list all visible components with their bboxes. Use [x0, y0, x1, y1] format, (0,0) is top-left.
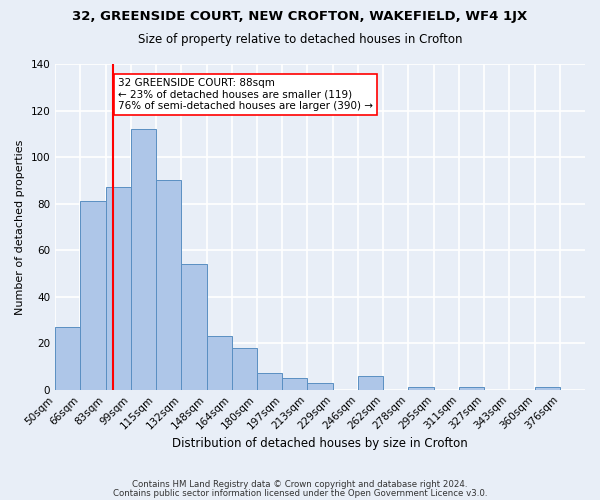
Y-axis label: Number of detached properties: Number of detached properties	[15, 139, 25, 314]
Bar	[156, 180, 181, 390]
Text: Size of property relative to detached houses in Crofton: Size of property relative to detached ho…	[138, 32, 462, 46]
Text: 32, GREENSIDE COURT, NEW CROFTON, WAKEFIELD, WF4 1JX: 32, GREENSIDE COURT, NEW CROFTON, WAKEFI…	[73, 10, 527, 23]
Bar	[80, 202, 106, 390]
Bar	[257, 374, 282, 390]
Text: Contains HM Land Registry data © Crown copyright and database right 2024.: Contains HM Land Registry data © Crown c…	[132, 480, 468, 489]
Bar	[131, 129, 156, 390]
Bar	[232, 348, 257, 390]
Bar	[459, 388, 484, 390]
X-axis label: Distribution of detached houses by size in Crofton: Distribution of detached houses by size …	[172, 437, 468, 450]
Bar	[181, 264, 206, 390]
Bar	[55, 327, 80, 390]
Bar	[282, 378, 307, 390]
Bar	[358, 376, 383, 390]
Bar	[307, 382, 332, 390]
Bar	[106, 188, 131, 390]
Bar	[535, 388, 560, 390]
Bar	[409, 388, 434, 390]
Text: Contains public sector information licensed under the Open Government Licence v3: Contains public sector information licen…	[113, 488, 487, 498]
Bar	[206, 336, 232, 390]
Text: 32 GREENSIDE COURT: 88sqm
← 23% of detached houses are smaller (119)
76% of semi: 32 GREENSIDE COURT: 88sqm ← 23% of detac…	[118, 78, 373, 111]
